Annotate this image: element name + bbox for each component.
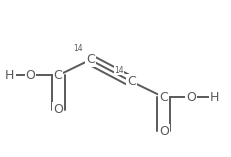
Text: C: C [86,53,95,66]
Text: 14: 14 [114,66,124,75]
Text: O: O [53,103,63,116]
Text: H: H [210,91,219,104]
Text: C: C [159,91,168,104]
Text: C: C [127,75,136,88]
Text: O: O [186,91,196,104]
Text: 14: 14 [73,44,82,53]
Text: O: O [159,125,169,138]
Text: H: H [5,69,15,82]
Text: O: O [26,69,36,82]
Text: C: C [54,69,62,82]
